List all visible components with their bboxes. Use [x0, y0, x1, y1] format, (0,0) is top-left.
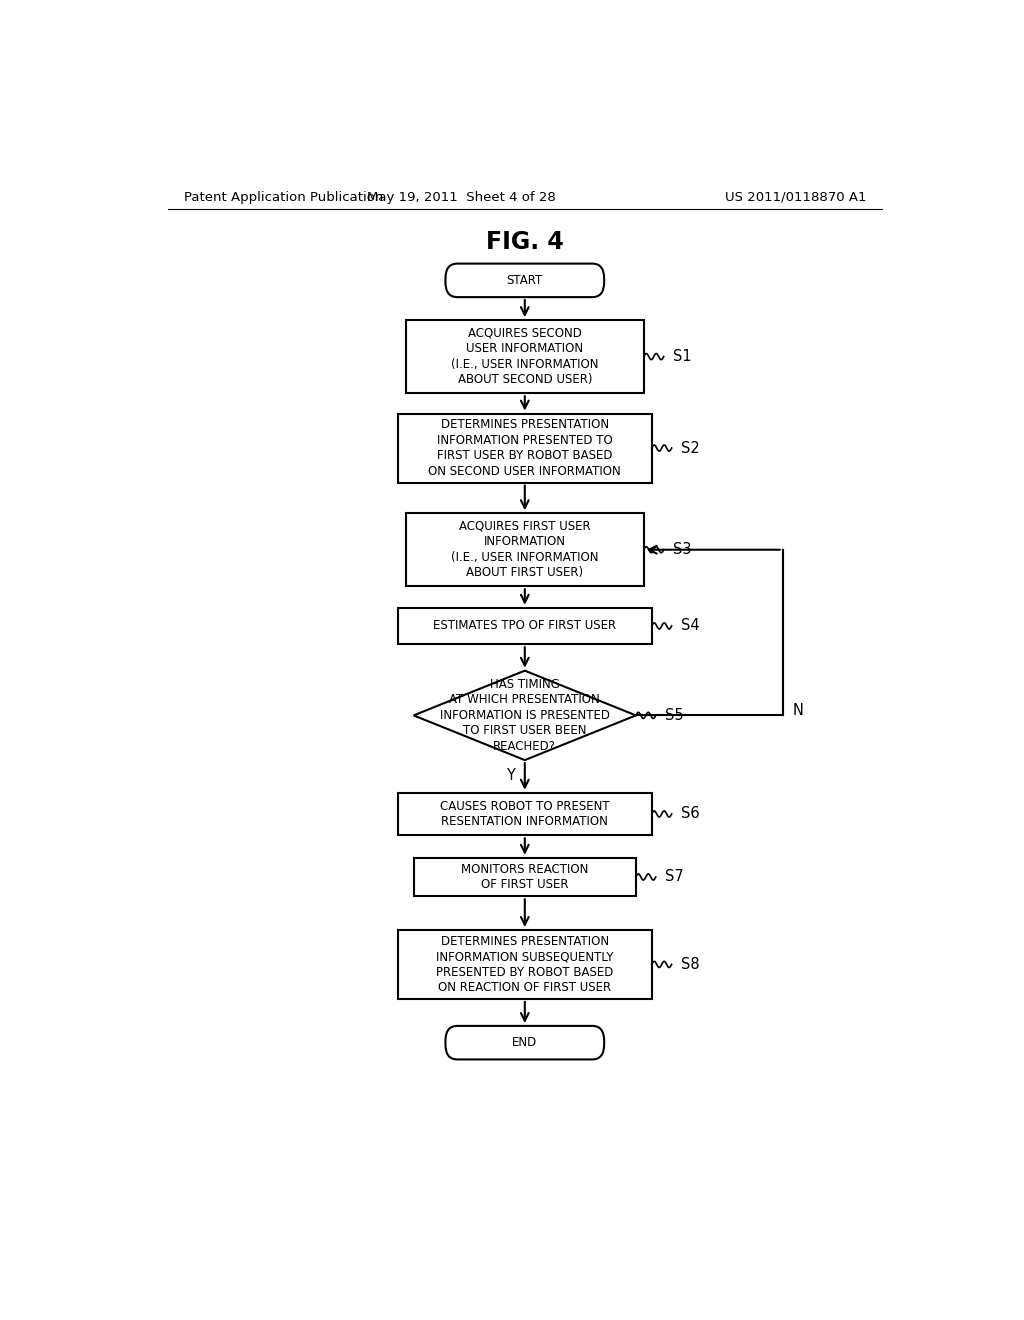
Text: S7: S7: [666, 870, 684, 884]
FancyBboxPatch shape: [445, 264, 604, 297]
Text: S5: S5: [666, 708, 684, 723]
Text: May 19, 2011  Sheet 4 of 28: May 19, 2011 Sheet 4 of 28: [367, 190, 556, 203]
Text: ACQUIRES SECOND
USER INFORMATION
(I.E., USER INFORMATION
ABOUT SECOND USER): ACQUIRES SECOND USER INFORMATION (I.E., …: [451, 327, 599, 387]
Text: US 2011/0118870 A1: US 2011/0118870 A1: [725, 190, 866, 203]
Text: HAS TIMING
AT WHICH PRESENTATION
INFORMATION IS PRESENTED
TO FIRST USER BEEN
REA: HAS TIMING AT WHICH PRESENTATION INFORMA…: [439, 678, 610, 752]
Text: S2: S2: [681, 441, 699, 455]
Text: Y: Y: [506, 768, 515, 783]
Bar: [406, 319, 644, 393]
Polygon shape: [414, 671, 636, 760]
Text: S1: S1: [673, 348, 692, 364]
Text: N: N: [793, 702, 803, 718]
Text: S6: S6: [681, 807, 699, 821]
Text: START: START: [507, 273, 543, 286]
Text: DETERMINES PRESENTATION
INFORMATION SUBSEQUENTLY
PRESENTED BY ROBOT BASED
ON REA: DETERMINES PRESENTATION INFORMATION SUBS…: [436, 935, 613, 994]
Bar: [397, 413, 651, 483]
Bar: [414, 858, 636, 896]
FancyBboxPatch shape: [445, 1026, 604, 1060]
Text: END: END: [512, 1036, 538, 1049]
Text: FIG. 4: FIG. 4: [486, 230, 563, 253]
Bar: [397, 929, 651, 999]
Text: DETERMINES PRESENTATION
INFORMATION PRESENTED TO
FIRST USER BY ROBOT BASED
ON SE: DETERMINES PRESENTATION INFORMATION PRES…: [428, 418, 622, 478]
Bar: [406, 513, 644, 586]
Text: MONITORS REACTION
OF FIRST USER: MONITORS REACTION OF FIRST USER: [461, 863, 589, 891]
Bar: [397, 792, 651, 836]
Text: CAUSES ROBOT TO PRESENT
RESENTATION INFORMATION: CAUSES ROBOT TO PRESENT RESENTATION INFO…: [440, 800, 609, 828]
Text: S8: S8: [681, 957, 699, 972]
Text: S4: S4: [681, 619, 699, 634]
Text: S3: S3: [673, 543, 691, 557]
Text: ACQUIRES FIRST USER
INFORMATION
(I.E., USER INFORMATION
ABOUT FIRST USER): ACQUIRES FIRST USER INFORMATION (I.E., U…: [451, 520, 599, 579]
Bar: [397, 607, 651, 644]
Text: ESTIMATES TPO OF FIRST USER: ESTIMATES TPO OF FIRST USER: [433, 619, 616, 632]
Text: Patent Application Publication: Patent Application Publication: [183, 190, 383, 203]
